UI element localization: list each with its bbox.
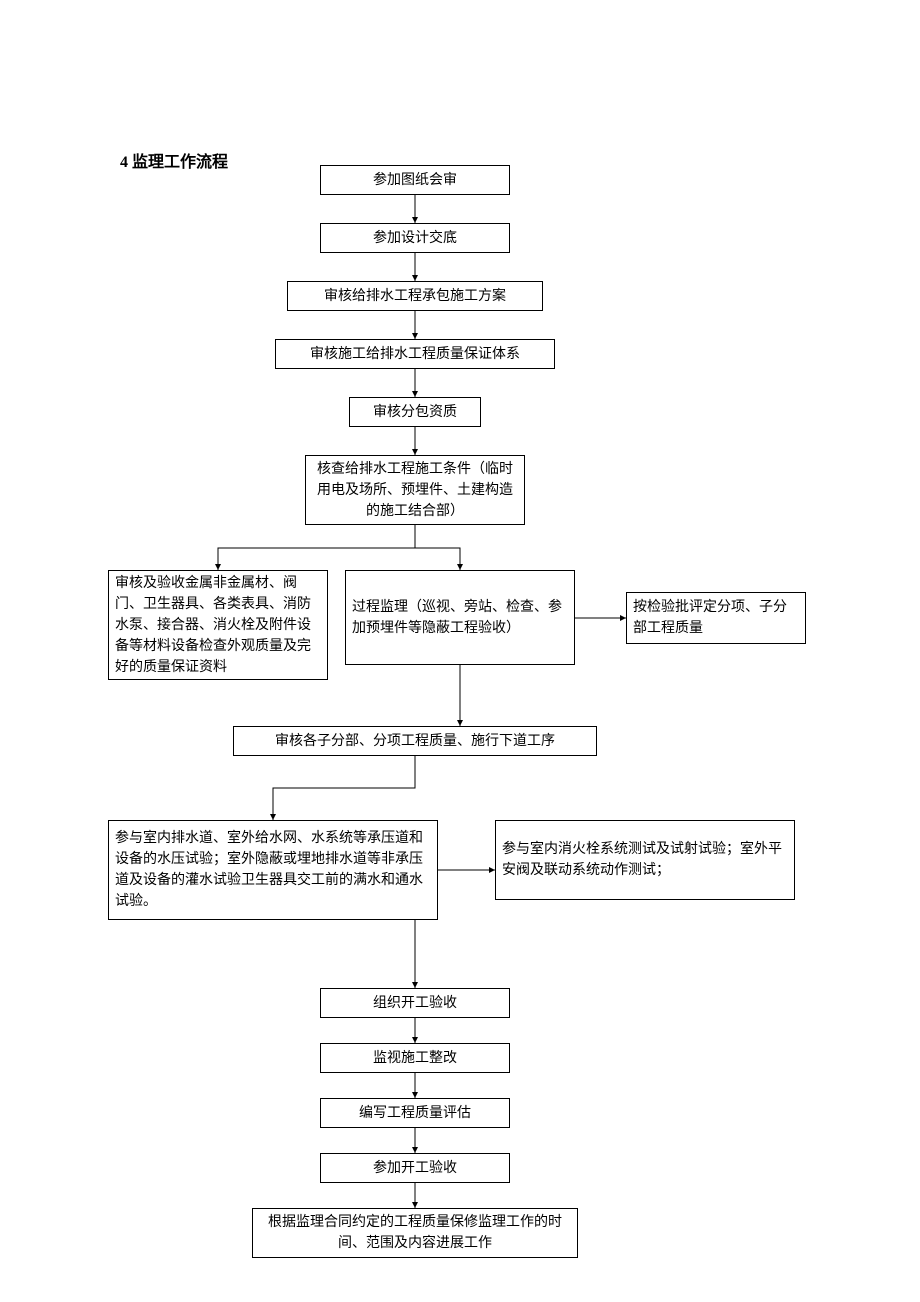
flow-node-n9a: 参与室内排水道、室外给水网、水系统等承压道和设备的水压试验；室外隐蔽或埋地排水道…	[108, 820, 438, 920]
flow-node-n1: 参加图纸会审	[320, 165, 510, 195]
flow-node-n2: 参加设计交底	[320, 223, 510, 253]
flow-node-n9b: 参与室内消火栓系统测试及试射试验；室外平安阀及联动系统动作测试；	[495, 820, 795, 900]
flow-node-n8: 审核各子分部、分项工程质量、施行下道工序	[233, 726, 597, 756]
flow-node-n7b: 过程监理（巡视、旁站、检查、参加预埋件等隐蔽工程验收）	[345, 570, 575, 665]
flow-node-n4: 审核施工给排水工程质量保证体系	[275, 339, 555, 369]
flow-node-n3: 审核给排水工程承包施工方案	[287, 281, 543, 311]
flow-node-n11: 监视施工整改	[320, 1043, 510, 1073]
flow-node-n5: 审核分包资质	[349, 397, 481, 427]
flow-node-n13: 参加开工验收	[320, 1153, 510, 1183]
flow-node-n6: 核查给排水工程施工条件（临时用电及场所、预埋件、土建构造的施工结合部）	[305, 455, 525, 525]
flow-node-n7c: 按检验批评定分项、子分部工程质量	[626, 592, 806, 644]
page-title: 4 监理工作流程	[120, 148, 228, 172]
flowchart-page: 4 监理工作流程 参加图纸会审参加设计交底审核给排水工程承包施工方案审核施工给排…	[0, 0, 920, 1302]
flow-node-n12: 编写工程质量评估	[320, 1098, 510, 1128]
flow-node-n10: 组织开工验收	[320, 988, 510, 1018]
flow-node-n7a: 审核及验收金属非金属材、阀门、卫生器具、各类表具、消防水泵、接合器、消火栓及附件…	[108, 570, 328, 680]
edge-n8-n9a	[273, 756, 415, 820]
edge-n6-n7b	[415, 525, 460, 570]
edge-n6-n7a	[218, 525, 415, 570]
flow-node-n14: 根据监理合同约定的工程质量保修监理工作的时间、范围及内容进展工作	[252, 1208, 578, 1258]
